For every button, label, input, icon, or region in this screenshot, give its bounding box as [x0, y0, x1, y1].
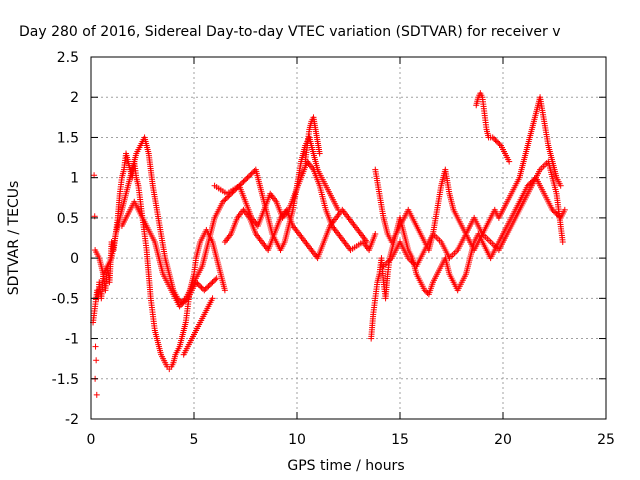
data-point: [208, 280, 215, 287]
data-point: [496, 141, 503, 148]
y-axis-title: SDTVAR / TECUs: [6, 181, 22, 296]
x-tick-label: 10: [288, 432, 306, 448]
chart-title: Day 280 of 2016, Sidereal Day-to-day VTE…: [19, 24, 561, 40]
data-point: [239, 180, 246, 187]
data-point: [202, 285, 209, 292]
data-point: [204, 284, 211, 291]
y-tick-label: -1: [65, 332, 79, 348]
data-point: [549, 206, 556, 213]
data-point: [421, 287, 428, 294]
data-point: [557, 182, 564, 189]
data-point: [222, 196, 229, 203]
data-point: [559, 239, 566, 246]
data-point: [209, 279, 216, 286]
y-axis-ticks: 2.5 2 1.5 1 0.5 0 -0.5 -1 -1.5 -2: [52, 50, 606, 428]
data-point: [244, 174, 251, 181]
y-tick-label: 2: [70, 90, 79, 106]
data-point: [492, 137, 499, 144]
data-point: [237, 181, 244, 188]
data-point: [197, 283, 204, 290]
data-point: [364, 239, 371, 246]
data-point: [226, 192, 233, 199]
data-point: [526, 181, 533, 188]
x-tick-label: 25: [597, 432, 615, 448]
x-tick-label: 15: [391, 432, 409, 448]
data-point: [179, 300, 186, 307]
data-point: [205, 283, 212, 290]
data-point: [193, 279, 200, 286]
data-point: [250, 169, 257, 176]
data-points: [90, 90, 568, 398]
data-point: [240, 178, 247, 185]
data-point: [177, 302, 184, 309]
data-point: [506, 158, 513, 165]
plot-frame: [90, 56, 607, 420]
data-point: [423, 288, 430, 295]
data-point: [201, 287, 208, 294]
x-axis-title: GPS time / hours: [287, 458, 404, 474]
data-point: [248, 170, 255, 177]
y-tick-label: -1.5: [52, 372, 79, 388]
y-tick-label: 0.5: [57, 211, 79, 227]
data-point: [176, 303, 183, 310]
data-point: [213, 275, 220, 282]
data-point: [243, 176, 250, 183]
x-tick-label: 5: [190, 432, 199, 448]
data-point: [221, 197, 228, 204]
x-axis-ticks: 0 5 10 15 20 25: [87, 57, 615, 448]
data-point: [489, 134, 496, 141]
data-point: [182, 298, 189, 305]
x-tick-label: 20: [494, 432, 512, 448]
data-point: [491, 135, 498, 142]
data-point: [212, 276, 219, 283]
y-tick-label: -0.5: [52, 291, 79, 307]
data-point: [316, 150, 323, 157]
data-point: [194, 280, 201, 287]
y-tick-label: -2: [65, 412, 79, 428]
data-point: [93, 357, 100, 364]
y-tick-label: 1: [70, 171, 79, 187]
data-point: [209, 295, 216, 302]
y-tick-label: 0: [70, 251, 79, 267]
data-point: [206, 281, 213, 288]
data-point: [241, 177, 248, 184]
data-point: [180, 299, 187, 306]
data-point: [495, 139, 502, 146]
data-point: [198, 284, 205, 291]
data-point: [93, 391, 100, 398]
y-tick-label: 1.5: [57, 130, 79, 146]
data-point: [372, 230, 379, 237]
data-point: [247, 171, 254, 178]
data-point: [245, 173, 252, 180]
y-tick-label: 2.5: [57, 50, 79, 66]
data-point: [195, 281, 202, 288]
data-point: [561, 206, 568, 213]
data-point: [225, 193, 232, 200]
data-point: [552, 209, 559, 216]
data-point: [221, 287, 228, 294]
data-point: [210, 277, 217, 284]
data-point: [183, 296, 190, 303]
data-point: [219, 198, 226, 205]
data-point: [493, 138, 500, 145]
data-point: [92, 343, 99, 350]
x-tick-label: 0: [87, 432, 96, 448]
